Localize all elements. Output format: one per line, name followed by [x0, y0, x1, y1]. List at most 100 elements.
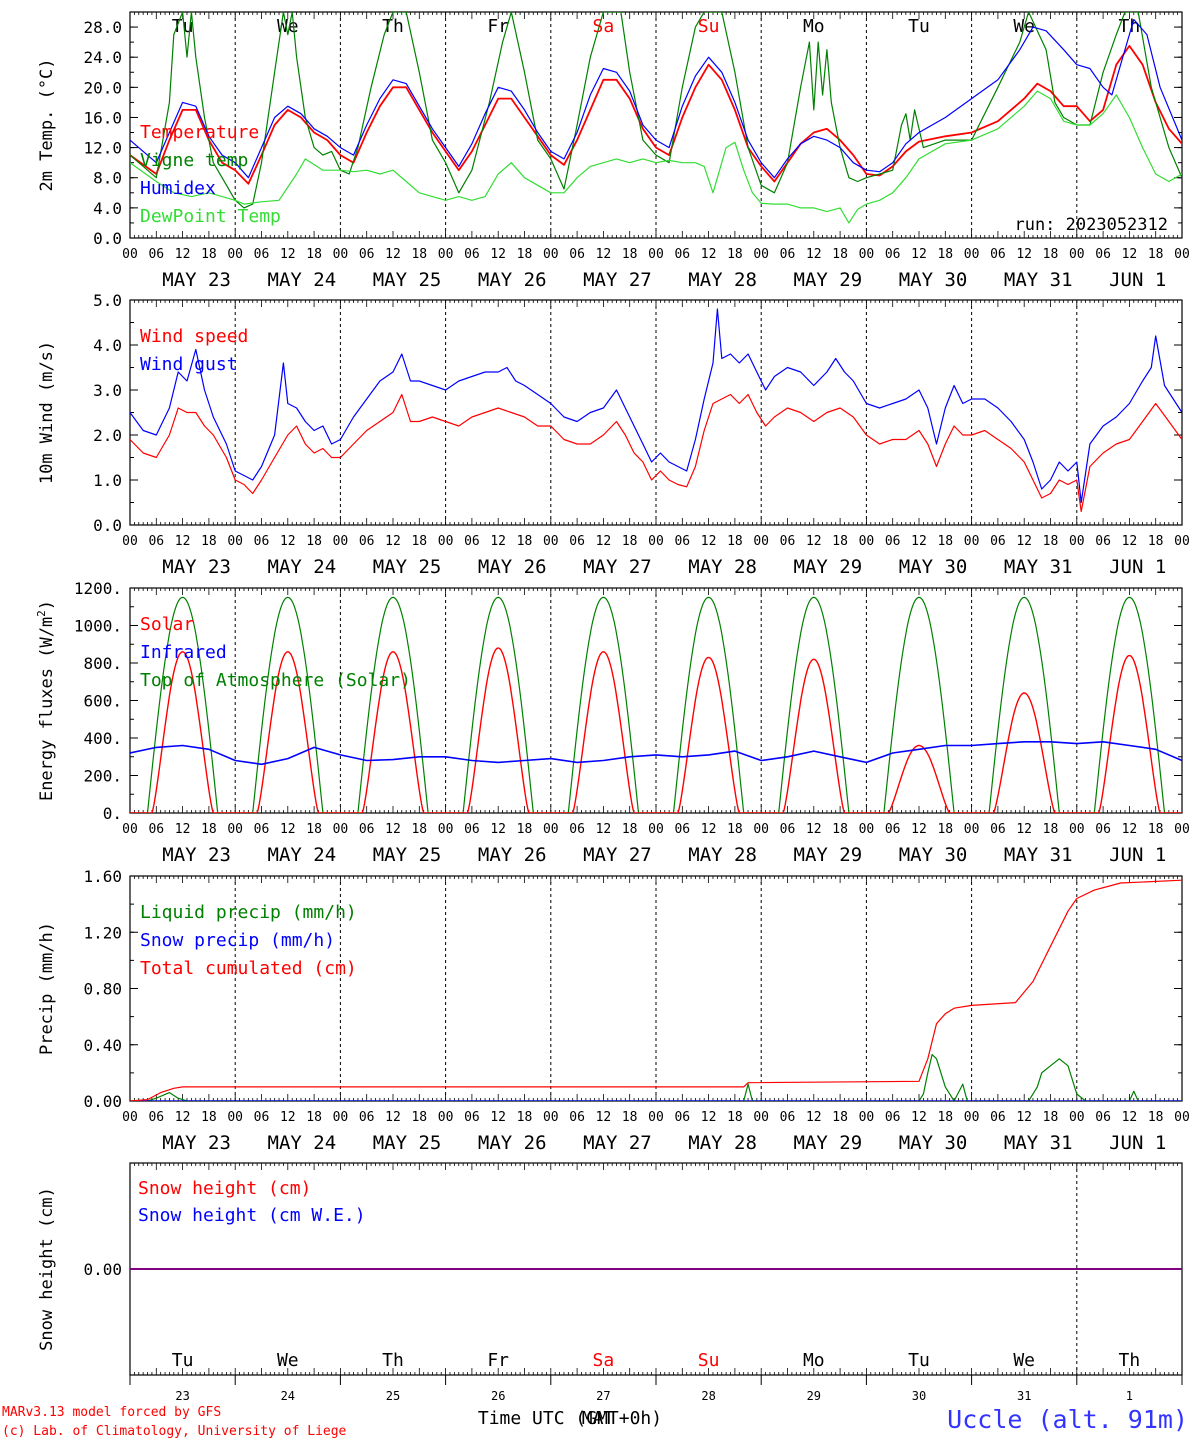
- hour-label: 18: [832, 1110, 848, 1125]
- panel-2: 0.0 1.0 2.0 3.0 4.0 5.0 10m Wind (m/s) 00 06 12 18…: [37, 291, 1190, 578]
- series-red: [130, 393, 1182, 513]
- hour-label: 06: [569, 1110, 585, 1125]
- hour-label: 00: [859, 534, 875, 549]
- series-group: [130, 308, 1182, 513]
- weekday-label: Th: [1119, 1350, 1141, 1371]
- date-label: MAY 24: [268, 844, 337, 866]
- hour-label: 12: [596, 1110, 612, 1125]
- hour-label: 12: [280, 247, 296, 262]
- hour-label: 00: [964, 534, 980, 549]
- day-number-label: 31: [1017, 1389, 1031, 1403]
- hour-label: 06: [674, 822, 690, 837]
- hour-label: 18: [727, 534, 743, 549]
- y-tick-label: 1200.: [74, 579, 122, 598]
- y-tick-label: 8.0: [93, 169, 122, 188]
- y-axis-label: Precip (mm/h): [37, 922, 57, 1055]
- hour-label: 00: [648, 534, 664, 549]
- hour-label: 00: [964, 247, 980, 262]
- hour-label: 12: [806, 822, 822, 837]
- date-label: MAY 30: [899, 1132, 968, 1154]
- hour-label: 06: [674, 534, 690, 549]
- hour-label: 18: [306, 822, 322, 837]
- hour-label: 00: [753, 1110, 769, 1125]
- weekday-label: Tu: [908, 1350, 930, 1371]
- series-group: [130, 879, 1182, 1101]
- hour-label: 12: [175, 1110, 191, 1125]
- hour-label: 06: [990, 822, 1006, 837]
- y-tick-label: 20.0: [83, 78, 122, 97]
- legend-dark_green: Liquid precip (mm/h): [140, 902, 357, 923]
- hour-label: 00: [1174, 822, 1190, 837]
- hour-label: 06: [885, 247, 901, 262]
- day-number-label: 23: [175, 1389, 189, 1403]
- date-label: MAY 31: [1004, 556, 1073, 578]
- date-label: MAY 29: [794, 1132, 863, 1154]
- hour-label: 00: [122, 822, 138, 837]
- hour-label: 18: [1043, 822, 1059, 837]
- y-tick-label: 3.0: [93, 381, 122, 400]
- y-axis-label: 2m Temp. (°C): [37, 58, 57, 191]
- weekday-label: Su: [698, 16, 720, 37]
- date-label: JUN 1: [1109, 1132, 1166, 1154]
- hour-label: 18: [937, 1110, 953, 1125]
- date-label: MAY 23: [162, 556, 231, 578]
- hour-label: 06: [569, 534, 585, 549]
- panel-5: 0.00 Snow height (cm) Tu We Th Fr Sa Su Mo Tu We Th…: [37, 1162, 1183, 1403]
- hour-label: 18: [622, 822, 638, 837]
- weekday-label: Fr: [487, 16, 509, 37]
- hour-label: 06: [1095, 534, 1111, 549]
- hour-label: 18: [727, 822, 743, 837]
- hour-label: 18: [1043, 534, 1059, 549]
- y-tick-label: 4.0: [93, 199, 122, 218]
- legend-blue: Infrared: [140, 642, 227, 663]
- date-label: MAY 25: [373, 844, 442, 866]
- y-tick-label: 1.0: [93, 471, 122, 490]
- hour-label: 00: [122, 1110, 138, 1125]
- hour-label: 06: [464, 1110, 480, 1125]
- hour-label: 06: [780, 1110, 796, 1125]
- date-label: MAY 27: [583, 556, 652, 578]
- hour-label: 00: [859, 1110, 875, 1125]
- hour-label: 00: [122, 534, 138, 549]
- hour-label: 12: [385, 822, 401, 837]
- hour-label: 00: [227, 247, 243, 262]
- hour-label: 06: [674, 247, 690, 262]
- y-tick-label: 1.60: [83, 867, 122, 886]
- weekday-label: Tu: [172, 1350, 194, 1371]
- hour-label: 18: [517, 534, 533, 549]
- hour-label: 00: [543, 247, 559, 262]
- weekday-label: Tu: [908, 16, 930, 37]
- panel-3: 0. 200. 400. 600. 800. 1000. 1200. Energy fluxe…: [35, 579, 1190, 866]
- date-label: MAY 29: [794, 556, 863, 578]
- hour-label: 18: [517, 822, 533, 837]
- series-dark_green: [130, 12, 1182, 209]
- hour-label: 06: [885, 1110, 901, 1125]
- hour-label: 06: [148, 534, 164, 549]
- hour-label: 00: [1174, 534, 1190, 549]
- hour-label: 00: [438, 822, 454, 837]
- y-axis-label: Energy fluxes (W/m2): [35, 600, 57, 801]
- hour-label: 00: [859, 822, 875, 837]
- hour-label: 12: [1016, 822, 1032, 837]
- hour-label: 00: [122, 247, 138, 262]
- hour-label: 12: [806, 247, 822, 262]
- hour-label: 06: [885, 534, 901, 549]
- hour-label: 18: [306, 247, 322, 262]
- hour-label: 12: [1122, 1110, 1138, 1125]
- hour-label: 06: [254, 534, 270, 549]
- hour-label: 06: [990, 534, 1006, 549]
- date-label: MAY 28: [688, 556, 757, 578]
- hour-label: 00: [1069, 1110, 1085, 1125]
- date-label: MAY 26: [478, 1132, 547, 1154]
- series-toa-solar: [130, 596, 1182, 813]
- hour-label: 00: [1174, 247, 1190, 262]
- hour-label: 12: [1122, 534, 1138, 549]
- hour-label: 12: [175, 247, 191, 262]
- day-number-label: 28: [701, 1389, 715, 1403]
- y-tick-label: 0.80: [83, 980, 122, 999]
- legend-red: Wind speed: [140, 326, 248, 347]
- hour-label: 00: [227, 534, 243, 549]
- y-tick-label: 400.: [83, 729, 122, 748]
- hour-label: 06: [148, 822, 164, 837]
- hour-label: 06: [885, 822, 901, 837]
